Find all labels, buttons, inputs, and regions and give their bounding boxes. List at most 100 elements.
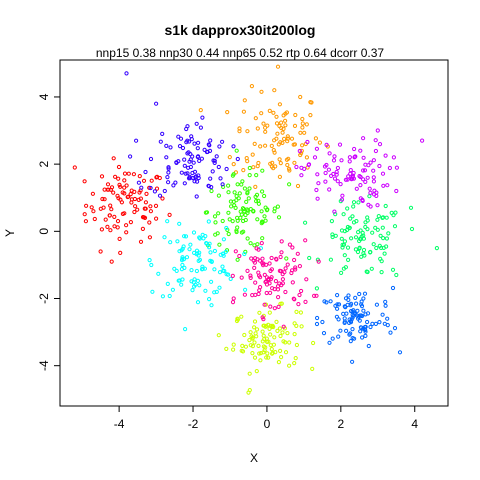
- data-point: [227, 184, 230, 187]
- data-point: [139, 240, 142, 243]
- data-point: [383, 252, 386, 255]
- data-point: [374, 139, 377, 142]
- data-point: [381, 226, 384, 229]
- data-point: [329, 258, 332, 261]
- data-point: [195, 269, 198, 272]
- data-point: [257, 248, 260, 251]
- data-point: [358, 246, 361, 249]
- data-point: [268, 262, 271, 265]
- data-point: [300, 166, 303, 169]
- data-point: [159, 140, 162, 143]
- data-point: [336, 180, 339, 183]
- data-point: [266, 124, 269, 127]
- data-point: [359, 229, 362, 232]
- data-point: [286, 163, 289, 166]
- y-tick-label: 4: [37, 93, 51, 100]
- data-point: [295, 324, 298, 327]
- data-point: [158, 194, 161, 197]
- data-point: [275, 258, 278, 261]
- data-point: [301, 122, 304, 125]
- data-point: [391, 268, 394, 271]
- data-point: [280, 251, 283, 254]
- data-point: [366, 228, 369, 231]
- data-point: [279, 349, 282, 352]
- data-point: [190, 280, 193, 283]
- data-point: [261, 190, 264, 193]
- data-point: [304, 300, 307, 303]
- data-point: [144, 201, 147, 204]
- data-point: [322, 332, 325, 335]
- data-point: [249, 331, 252, 334]
- data-point: [279, 255, 282, 258]
- data-point: [123, 172, 126, 175]
- data-point: [156, 175, 159, 178]
- points-layer: [73, 65, 438, 394]
- data-point: [100, 228, 103, 231]
- data-point: [117, 177, 120, 180]
- data-point: [334, 234, 337, 237]
- data-point: [205, 242, 208, 245]
- data-point: [235, 195, 238, 198]
- data-point: [189, 158, 192, 161]
- data-point: [278, 175, 281, 178]
- data-point: [257, 292, 260, 295]
- data-point: [189, 165, 192, 168]
- data-point: [248, 339, 251, 342]
- data-point: [149, 157, 152, 160]
- data-point: [193, 285, 196, 288]
- data-point: [249, 274, 252, 277]
- data-point: [374, 149, 377, 152]
- data-point: [192, 161, 195, 164]
- data-point: [210, 189, 213, 192]
- data-point: [151, 290, 154, 293]
- data-point: [114, 175, 117, 178]
- data-point: [254, 185, 257, 188]
- data-point: [314, 137, 317, 140]
- data-point: [308, 256, 311, 259]
- data-point: [236, 317, 239, 320]
- data-point: [318, 141, 321, 144]
- data-point: [149, 205, 152, 208]
- data-point: [316, 173, 319, 176]
- data-point: [269, 305, 272, 308]
- data-point: [126, 195, 129, 198]
- data-point: [300, 174, 303, 177]
- data-point: [374, 226, 377, 229]
- y-tick-label: 2: [37, 160, 51, 167]
- data-point: [333, 177, 336, 180]
- data-point: [230, 205, 233, 208]
- data-point: [278, 103, 281, 106]
- data-point: [196, 279, 199, 282]
- data-point: [345, 312, 348, 315]
- data-point: [140, 186, 143, 189]
- data-point: [236, 183, 239, 186]
- data-point: [226, 111, 229, 114]
- data-point: [211, 170, 214, 173]
- y-tick-label: -2: [37, 293, 51, 304]
- data-point: [364, 163, 367, 166]
- data-point: [197, 141, 200, 144]
- data-point: [207, 220, 210, 223]
- data-point: [395, 273, 398, 276]
- data-point: [354, 296, 357, 299]
- data-point: [299, 131, 302, 134]
- data-point: [305, 123, 308, 126]
- data-point: [273, 207, 276, 210]
- data-point: [349, 217, 352, 220]
- data-point: [349, 172, 352, 175]
- data-point: [188, 248, 191, 251]
- data-point: [242, 219, 245, 222]
- data-point: [324, 180, 327, 183]
- data-point: [234, 206, 237, 209]
- data-point: [384, 300, 387, 303]
- data-point: [288, 243, 291, 246]
- data-point: [265, 337, 268, 340]
- data-point: [269, 291, 272, 294]
- data-point: [342, 312, 345, 315]
- data-point: [199, 126, 202, 129]
- data-point: [209, 177, 212, 180]
- data-point: [176, 240, 179, 243]
- data-point: [295, 343, 298, 346]
- data-point: [364, 221, 367, 224]
